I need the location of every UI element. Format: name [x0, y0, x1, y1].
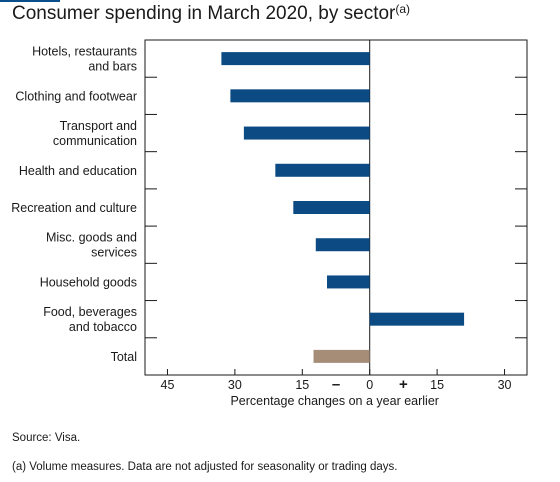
bar-6 [327, 275, 370, 289]
category-label: Hotels, restaurants [32, 45, 137, 59]
category-label: Health and education [19, 164, 137, 178]
footnote: (a) Volume measures. Data are not adjust… [12, 461, 398, 473]
bar-3 [275, 163, 370, 177]
source-note: Source: Visa. [12, 432, 81, 444]
x-tick-label: 45 [161, 378, 175, 392]
x-tick-label: – [332, 376, 340, 393]
bar-8 [313, 349, 370, 363]
x-tick-label: 15 [430, 378, 444, 392]
x-tick-label: + [399, 376, 408, 393]
x-tick-label: 30 [498, 378, 512, 392]
chart-title-text: Consumer spending in March 2020, by sect… [12, 3, 396, 24]
category-label: Transport and [60, 119, 137, 133]
category-label: services [91, 246, 137, 260]
bar-5 [315, 238, 370, 252]
bar-7 [369, 312, 465, 326]
bar-0 [221, 52, 370, 66]
category-label: Clothing and footwear [15, 89, 137, 103]
x-tick-label: 0 [366, 378, 373, 392]
category-label: and bars [88, 60, 137, 74]
x-tick-label: 15 [295, 378, 309, 392]
bar-1 [230, 89, 370, 103]
category-label: Misc. goods and [46, 231, 137, 245]
bar-4 [293, 201, 370, 214]
title-accent-bar [0, 0, 60, 2]
category-label: communication [53, 134, 137, 148]
category-label: Household goods [40, 275, 137, 289]
title-footnote-marker: (a) [395, 2, 411, 16]
bar-2 [243, 126, 370, 140]
category-label: Recreation and culture [11, 201, 137, 215]
category-label: Food, beverages [43, 305, 137, 319]
plot-frame [144, 39, 528, 376]
category-label: and tobacco [69, 320, 137, 334]
chart-title: Consumer spending in March 2020, by sect… [12, 2, 410, 25]
x-axis-title: Percentage changes on a year earlier [230, 394, 438, 408]
x-tick-label: 30 [228, 378, 242, 392]
category-label: Total [111, 350, 137, 364]
